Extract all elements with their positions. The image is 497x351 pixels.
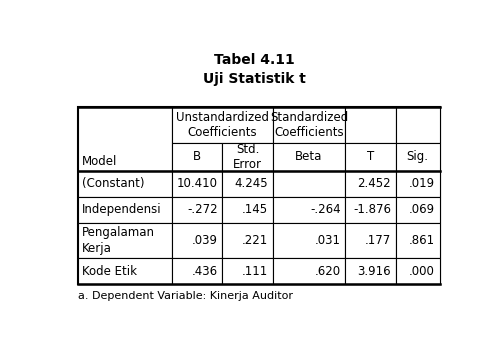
- Bar: [78, 107, 440, 284]
- Bar: [396, 197, 439, 223]
- Text: Standardized
Coefficients: Standardized Coefficients: [270, 111, 348, 139]
- Bar: [172, 258, 222, 284]
- Bar: [345, 223, 396, 258]
- Bar: [273, 171, 345, 197]
- Text: .436: .436: [192, 265, 218, 278]
- Bar: [273, 197, 345, 223]
- Text: 4.245: 4.245: [235, 177, 268, 190]
- Text: 2.452: 2.452: [357, 177, 391, 190]
- Text: .221: .221: [242, 234, 268, 247]
- Text: T: T: [367, 150, 374, 163]
- Text: Unstandardized
Coefficients: Unstandardized Coefficients: [176, 111, 269, 139]
- Bar: [172, 197, 222, 223]
- Text: .000: .000: [409, 265, 435, 278]
- Text: Uji Statistik t: Uji Statistik t: [203, 72, 306, 86]
- Text: Beta: Beta: [295, 150, 323, 163]
- Bar: [78, 171, 172, 197]
- Bar: [222, 171, 273, 197]
- Bar: [222, 143, 273, 171]
- Bar: [273, 143, 345, 171]
- Text: .861: .861: [409, 234, 435, 247]
- Text: .111: .111: [242, 265, 268, 278]
- Bar: [222, 223, 273, 258]
- Text: (Constant): (Constant): [82, 177, 145, 190]
- Text: Std.
Error: Std. Error: [233, 143, 262, 171]
- Bar: [396, 171, 439, 197]
- Bar: [345, 107, 396, 143]
- Bar: [172, 223, 222, 258]
- Bar: [396, 258, 439, 284]
- Bar: [396, 143, 439, 171]
- Text: -1.876: -1.876: [353, 203, 391, 216]
- Text: Pengalaman
Kerja: Pengalaman Kerja: [82, 226, 155, 254]
- Text: 3.916: 3.916: [357, 265, 391, 278]
- Bar: [222, 197, 273, 223]
- Bar: [396, 107, 439, 143]
- Bar: [222, 258, 273, 284]
- Text: .069: .069: [409, 203, 435, 216]
- Bar: [78, 107, 172, 171]
- Text: .177: .177: [365, 234, 391, 247]
- Text: .019: .019: [409, 177, 435, 190]
- Bar: [172, 107, 273, 143]
- Text: -.264: -.264: [310, 203, 340, 216]
- Bar: [172, 171, 222, 197]
- Bar: [345, 258, 396, 284]
- Text: .039: .039: [192, 234, 218, 247]
- Text: 10.410: 10.410: [177, 177, 218, 190]
- Text: Independensi: Independensi: [82, 203, 162, 216]
- Bar: [345, 143, 396, 171]
- Text: Kode Etik: Kode Etik: [82, 265, 137, 278]
- Bar: [345, 171, 396, 197]
- Text: .031: .031: [315, 234, 340, 247]
- Bar: [172, 143, 222, 171]
- Text: B: B: [193, 150, 201, 163]
- Text: Tabel 4.11: Tabel 4.11: [214, 53, 295, 67]
- Text: .145: .145: [242, 203, 268, 216]
- Bar: [273, 258, 345, 284]
- Bar: [273, 107, 345, 143]
- Text: -.272: -.272: [187, 203, 218, 216]
- Text: Sig.: Sig.: [407, 150, 428, 163]
- Bar: [345, 197, 396, 223]
- Text: Model: Model: [82, 155, 117, 168]
- Text: a. Dependent Variable: Kinerja Auditor: a. Dependent Variable: Kinerja Auditor: [78, 291, 293, 301]
- Text: .620: .620: [315, 265, 340, 278]
- Bar: [78, 223, 172, 258]
- Bar: [396, 223, 439, 258]
- Bar: [78, 197, 172, 223]
- Bar: [78, 258, 172, 284]
- Bar: [273, 223, 345, 258]
